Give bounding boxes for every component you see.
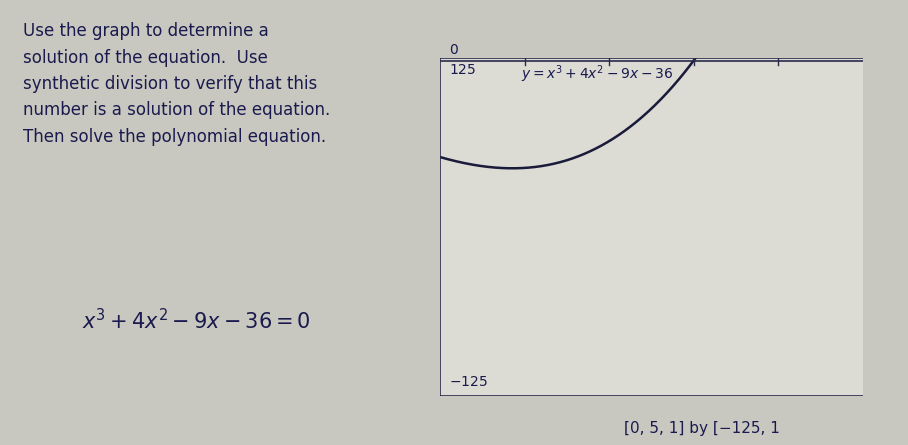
Text: $\mathsf{125}$: $\mathsf{125}$ <box>449 63 476 77</box>
Text: $\mathsf{-125}$: $\mathsf{-125}$ <box>449 375 488 389</box>
Text: [0, 5, 1] by [−125, 1: [0, 5, 1] by [−125, 1 <box>624 421 780 436</box>
Text: $y = x^3 + 4x^2 - 9x - 36$: $y = x^3 + 4x^2 - 9x - 36$ <box>520 63 673 85</box>
Text: Use the graph to determine a
solution of the equation.  Use
synthetic division t: Use the graph to determine a solution of… <box>23 22 330 146</box>
Text: $\mathsf{0}$: $\mathsf{0}$ <box>449 43 459 57</box>
Text: $x^3 + 4x^2 - 9x - 36 = 0$: $x^3 + 4x^2 - 9x - 36 = 0$ <box>82 308 311 333</box>
